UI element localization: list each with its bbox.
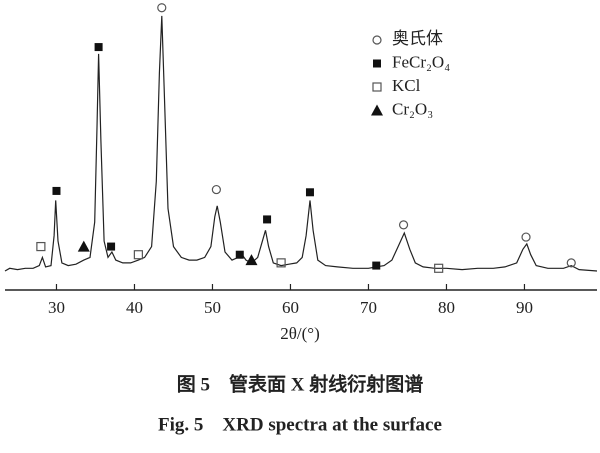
x-tick-label: 40 [126,298,143,317]
peak-marker [235,250,244,259]
spectrum-line [4,15,598,272]
peak-marker [245,254,258,266]
peak-marker [263,215,272,224]
peak-marker [305,188,314,197]
peak-marker [36,241,46,252]
peak-marker [566,258,576,268]
legend-symbol [372,35,382,45]
x-tick-label: 90 [516,298,533,317]
legend-label: KCl [392,76,421,95]
caption-cn: 图 5 管表面 X 射线衍射图谱 [177,372,423,395]
legend-label: FeCr₂O₄ [392,52,450,71]
legend-symbol [372,82,382,92]
x-tick-label: 70 [360,298,377,317]
peak-marker [133,250,143,260]
x-tick-label: 60 [282,298,299,317]
peak-marker [94,43,103,52]
legend-symbol [371,104,383,116]
caption-en: Fig. 5 XRD spectra at the surface [158,414,442,435]
peak-marker [372,261,381,270]
peak-marker [107,242,116,251]
legend-label: Cr₂O₃ [392,99,433,118]
peak-marker [276,258,286,268]
peak-marker [434,263,444,273]
x-axis-label: 2θ/(°) [280,324,320,343]
peak-marker [211,184,221,195]
peak-marker [521,232,531,242]
peak-marker [77,240,90,252]
x-tick-label: 30 [48,298,65,317]
peak-marker [398,220,409,230]
x-tick-label: 80 [438,298,455,317]
peak-marker [157,3,167,13]
legend-label: 奥氏体 [392,29,443,48]
peak-marker [52,186,61,195]
x-tick-label: 50 [204,298,221,317]
legend-symbol [373,59,381,68]
